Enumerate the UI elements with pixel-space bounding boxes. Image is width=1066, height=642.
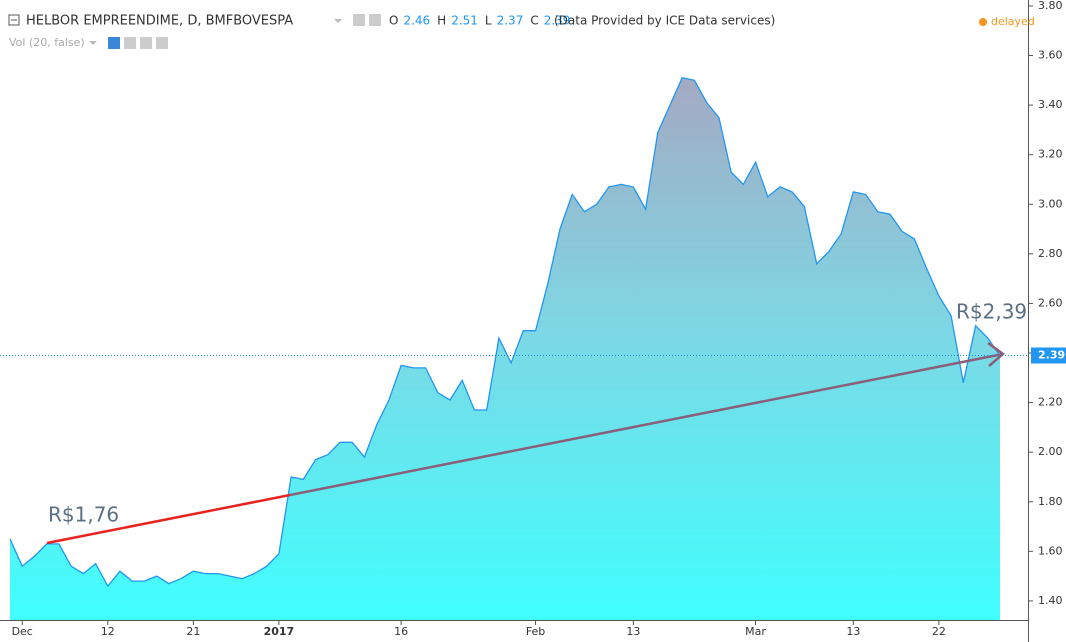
dropdown-icon[interactable] — [334, 19, 342, 23]
ohlc-value: 2.39 — [544, 14, 571, 28]
volume-label: Vol (20, false) — [9, 36, 85, 49]
trend-arrowhead — [987, 341, 1006, 367]
ohlc-key: C — [530, 14, 538, 28]
plot-area — [9, 77, 1001, 621]
x-tick-label: 22 — [932, 625, 946, 638]
x-tick-label: Mar — [745, 625, 766, 638]
add-icon[interactable] — [140, 37, 152, 49]
settings-icon[interactable] — [124, 37, 136, 49]
x-tick-label: 21 — [186, 625, 200, 638]
collapse-icon[interactable] — [8, 14, 20, 26]
y-tick-label: 2.00 — [1038, 445, 1063, 458]
eye-icon[interactable] — [353, 14, 365, 26]
trend-line — [46, 493, 291, 545]
y-tick-label: 1.60 — [1038, 544, 1063, 557]
x-tick-label: 16 — [394, 625, 408, 638]
last-price-label: 2.39 — [1038, 348, 1065, 361]
y-tick-label: 3.40 — [1038, 98, 1063, 111]
source-note: (Data Provided by ICE Data services) — [554, 14, 775, 28]
trend-line — [289, 352, 1004, 497]
area-fill — [10, 77, 1000, 621]
y-tick-label: 3.80 — [1038, 0, 1063, 12]
ohlc-value: 2.37 — [497, 14, 524, 28]
y-tick-label: 2.20 — [1038, 396, 1063, 409]
x-tick-label: Dec — [12, 625, 33, 638]
ohlc-key: H — [437, 14, 446, 28]
y-tick-label: 3.20 — [1038, 148, 1063, 161]
y-tick-label: 3.00 — [1038, 197, 1063, 210]
y-tick-label: 2.80 — [1038, 247, 1063, 260]
symbol-title: HELBOR EMPREENDIME, D, BMFBOVESPA — [26, 14, 293, 29]
delayed-dot — [979, 18, 987, 26]
last-price-tag — [1031, 347, 1066, 364]
x-tick-label: 13 — [626, 625, 640, 638]
x-tick-label: 13 — [846, 625, 860, 638]
y-tick-label: 1.40 — [1038, 594, 1063, 607]
x-tick-label: 12 — [101, 625, 115, 638]
y-tick-label: 2.60 — [1038, 296, 1063, 309]
x-tick-label: 2017 — [264, 625, 295, 638]
ohlc-value: 2.51 — [451, 14, 478, 28]
annotation: R$1,76 — [48, 503, 119, 527]
y-tick-label: 1.80 — [1038, 495, 1063, 508]
ohlc-key: L — [485, 14, 492, 28]
x-tick-label: Feb — [526, 625, 545, 638]
dropdown-icon[interactable] — [89, 41, 97, 45]
status: delayed — [991, 15, 1035, 28]
ohlc-key: O — [389, 14, 398, 28]
ohlc-legend: O 2.46 H 2.51 L 2.37 C 2.39 — [389, 14, 570, 28]
ohlc-value: 2.46 — [403, 14, 430, 28]
settings-icon[interactable] — [369, 14, 381, 26]
y-tick-label: 3.60 — [1038, 49, 1063, 62]
eye-icon[interactable] — [108, 37, 120, 49]
annotation: R$2,39 — [956, 300, 1027, 324]
close-icon[interactable] — [156, 37, 168, 49]
price-line — [9, 77, 1001, 588]
